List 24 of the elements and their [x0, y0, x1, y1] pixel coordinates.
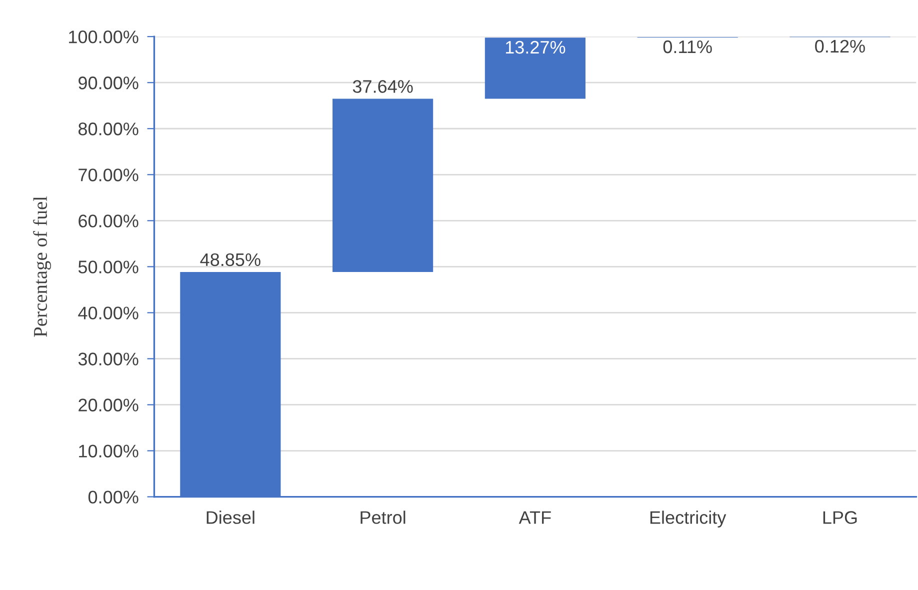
x-tick-label: ATF [518, 511, 551, 524]
data-label: 0.11% [663, 40, 712, 54]
y-tick-label: 0.00% [88, 490, 138, 504]
y-tick-label: 30.00% [78, 352, 138, 366]
x-tick-label: Electricity [650, 510, 726, 528]
x-tick-label: Diesel [206, 510, 254, 524]
data-label: 48.85% [200, 253, 260, 266]
y-axis-title: Percentage of fuel [33, 196, 52, 337]
y-tick-label: 40.00% [78, 306, 138, 320]
y-tick-label: 80.00% [78, 122, 138, 136]
bar [332, 98, 434, 272]
y-tick-label: 90.00% [78, 76, 138, 90]
x-tick-label: Petrol [360, 510, 406, 524]
y-tick-label: 50.00% [78, 260, 138, 274]
data-label: 0.12% [815, 40, 865, 53]
y-tick-label: 20.00% [78, 398, 138, 412]
y-tick-label: 60.00% [78, 214, 138, 228]
y-tick-label: 10.00% [79, 444, 138, 458]
x-tick-label: LPG [823, 511, 857, 524]
data-label: 13.27% [506, 40, 566, 54]
data-label: 37.64% [352, 80, 413, 93]
y-tick-label: 100.00% [69, 30, 138, 44]
y-tick-label: 70.00% [78, 168, 138, 182]
bar [484, 38, 586, 99]
